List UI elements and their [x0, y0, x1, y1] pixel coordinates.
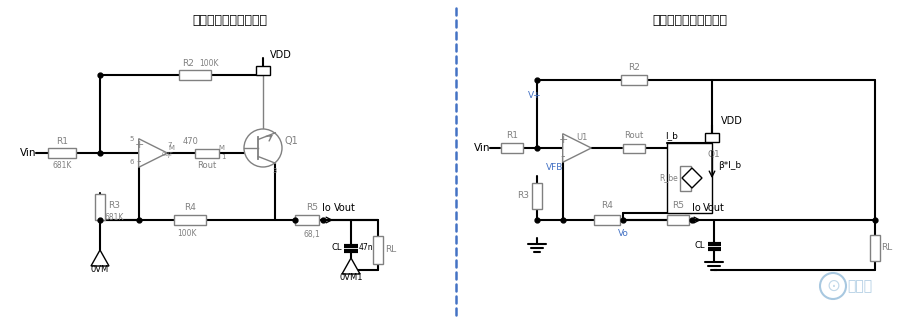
Text: CL: CL: [695, 242, 705, 250]
Bar: [667, 215, 689, 225]
Text: -: -: [137, 156, 141, 169]
Polygon shape: [682, 168, 702, 188]
Bar: [295, 215, 319, 225]
Text: R1: R1: [56, 137, 68, 146]
Text: RL: RL: [881, 243, 892, 253]
Text: -: -: [561, 151, 565, 164]
Text: -: -: [689, 171, 694, 184]
Text: I_b: I_b: [666, 132, 678, 140]
Text: R5: R5: [672, 202, 684, 210]
Text: 6: 6: [129, 159, 134, 165]
Text: ⊙: ⊙: [826, 277, 840, 295]
Text: 实际电压转电流原理图: 实际电压转电流原理图: [193, 14, 267, 27]
Circle shape: [244, 129, 282, 167]
Text: 百月辰: 百月辰: [847, 279, 873, 293]
Bar: [594, 215, 620, 225]
Text: Io: Io: [691, 203, 700, 213]
Text: R2: R2: [182, 60, 194, 68]
Text: Q1: Q1: [285, 136, 297, 146]
Text: Io: Io: [321, 203, 330, 213]
Text: Rout: Rout: [624, 131, 644, 139]
Bar: [705, 133, 719, 142]
Bar: [667, 143, 712, 213]
Text: R5: R5: [306, 203, 318, 211]
Text: 681K: 681K: [52, 161, 72, 171]
Text: R4: R4: [185, 203, 196, 211]
Text: OUT: OUT: [162, 152, 173, 158]
Text: R1: R1: [506, 132, 518, 140]
Text: 7: 7: [166, 154, 170, 159]
Text: Vout: Vout: [334, 203, 356, 213]
Bar: [373, 236, 383, 264]
Text: Q1: Q1: [708, 151, 721, 159]
Bar: [623, 144, 645, 152]
Text: Vin: Vin: [20, 148, 37, 158]
Text: 100K: 100K: [177, 230, 196, 238]
Text: R3: R3: [108, 202, 120, 210]
Text: 5: 5: [129, 136, 134, 142]
Text: R3: R3: [517, 191, 529, 200]
Text: Vout: Vout: [703, 203, 725, 213]
Text: 100K: 100K: [199, 60, 218, 68]
Bar: [48, 148, 76, 158]
Text: R4: R4: [601, 202, 613, 210]
Text: 0VM: 0VM: [91, 264, 109, 274]
Polygon shape: [563, 134, 591, 162]
Text: Vin: Vin: [474, 143, 490, 153]
Text: 681K: 681K: [105, 214, 124, 223]
Text: M: M: [218, 145, 224, 151]
Text: R2: R2: [628, 62, 640, 72]
Text: Rout: Rout: [197, 160, 217, 170]
Polygon shape: [139, 139, 167, 167]
Text: 470: 470: [183, 137, 199, 146]
Bar: [179, 70, 211, 80]
Bar: [195, 148, 219, 158]
Bar: [679, 165, 690, 191]
Text: +: +: [134, 140, 144, 150]
Text: 0VM1: 0VM1: [340, 273, 363, 281]
Text: 68,1: 68,1: [304, 230, 320, 238]
Bar: [870, 235, 880, 261]
Polygon shape: [342, 258, 360, 274]
Text: CL: CL: [331, 243, 342, 253]
Bar: [95, 193, 105, 219]
Text: VFB: VFB: [546, 164, 564, 172]
Bar: [256, 66, 270, 75]
Text: 47nF: 47nF: [359, 243, 377, 253]
Polygon shape: [91, 250, 109, 266]
Text: R_be: R_be: [660, 173, 678, 183]
Text: RL: RL: [386, 245, 397, 255]
Text: +: +: [558, 135, 567, 145]
Bar: [501, 143, 523, 153]
Text: 3: 3: [273, 168, 277, 174]
Text: U1: U1: [577, 133, 588, 143]
Text: V+: V+: [528, 90, 542, 100]
Bar: [174, 215, 206, 225]
Text: VDD: VDD: [270, 50, 292, 60]
Bar: [621, 75, 647, 85]
Text: 电压转电流等效原理图: 电压转电流等效原理图: [653, 14, 727, 27]
Bar: [532, 183, 542, 209]
Text: Vo: Vo: [618, 229, 629, 237]
Text: VDD: VDD: [721, 116, 743, 126]
Text: β*I_b: β*I_b: [719, 160, 742, 170]
Text: 7: 7: [168, 142, 173, 148]
Text: 1: 1: [220, 154, 225, 160]
Text: M: M: [168, 145, 174, 151]
